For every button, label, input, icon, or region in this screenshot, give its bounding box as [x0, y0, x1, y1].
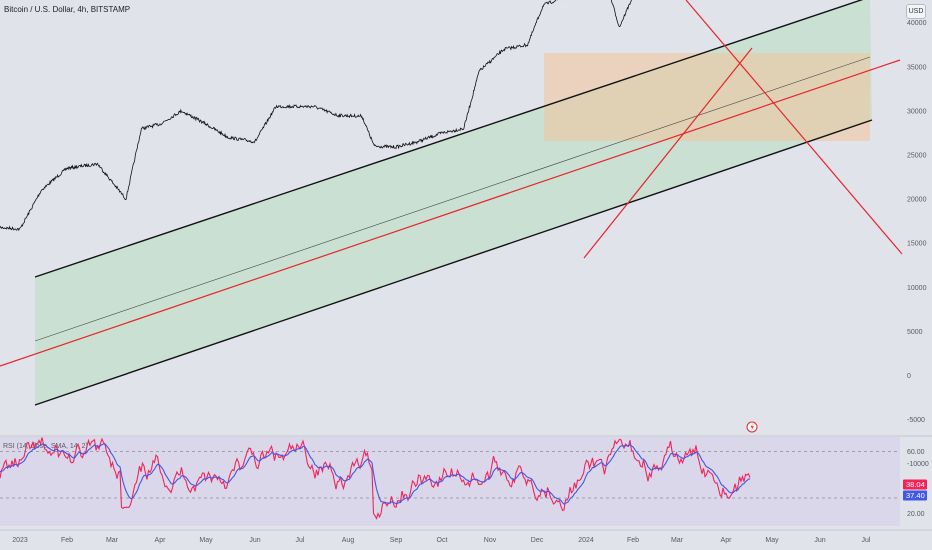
- rsi-band-fill: [0, 437, 900, 526]
- x-tick-label: Apr: [155, 537, 167, 544]
- x-tick-label: Jun: [249, 537, 260, 544]
- rsi-y-tick-label: 20.00: [907, 511, 925, 518]
- x-tick-label: Jun: [814, 537, 825, 544]
- x-tick-label: May: [765, 537, 779, 544]
- x-tick-label: Jul: [862, 537, 871, 544]
- y-tick-label: 25000: [907, 153, 927, 160]
- y-tick-label: 40000: [907, 20, 927, 27]
- x-tick-label: Sep: [390, 537, 403, 544]
- x-tick-label: Oct: [437, 537, 448, 544]
- y-tick-label: 30000: [907, 108, 927, 115]
- x-tick-label: Mar: [671, 537, 684, 544]
- x-tick-label: Aug: [342, 537, 355, 544]
- price-series-line: [0, 0, 632, 232]
- rsi-badge-label: 38.04: [906, 480, 925, 489]
- rsi-y-tick-label: 60.00: [907, 449, 925, 456]
- y-tick-label: 5000: [907, 329, 923, 336]
- rsi-ma-line: [0, 443, 751, 505]
- y-tick-label: 10000: [907, 285, 927, 292]
- x-tick-label: Dec: [531, 537, 544, 544]
- y-tick-label: 15000: [907, 241, 927, 248]
- y-tick-label: 0: [907, 373, 911, 380]
- x-tick-label: Jul: [296, 537, 305, 544]
- channel-lower-line: [34, 119, 873, 406]
- red-trendline: [0, 59, 901, 367]
- x-tick-label: Feb: [61, 537, 73, 544]
- rsi-ma-badge: [903, 490, 927, 501]
- rsi-title: RSI (14, close, SMA, 14, 2): [3, 443, 88, 450]
- red-descending-line: [685, 0, 903, 255]
- currency-button[interactable]: USD: [906, 4, 926, 19]
- x-tick-label: 2023: [12, 537, 28, 544]
- y-tick-label: 20000: [907, 197, 927, 204]
- x-tick-label: 2024: [578, 537, 594, 544]
- x-tick-label: May: [199, 537, 213, 544]
- y-tick-label: -10000: [907, 461, 929, 468]
- x-tick-label: Feb: [627, 537, 639, 544]
- resistance-zone-fill: [544, 53, 870, 141]
- channel-midline: [34, 56, 871, 342]
- x-tick-label: Mar: [106, 537, 119, 544]
- x-tick-label: Apr: [721, 537, 733, 544]
- red-steep-support-line: [583, 47, 753, 259]
- y-tick-label: 35000: [907, 64, 927, 71]
- lightning-glyph: [750, 423, 754, 431]
- x-tick-label: Nov: [484, 537, 497, 544]
- rsi-badge: [903, 479, 927, 490]
- channel-upper-line: [34, 0, 864, 278]
- rsi-ma-badge-label: 37.40: [906, 491, 925, 500]
- chart-title: Bitcoin / U.S. Dollar, 4h, BITSTAMP: [4, 5, 130, 14]
- y-tick-label: -5000: [907, 417, 925, 424]
